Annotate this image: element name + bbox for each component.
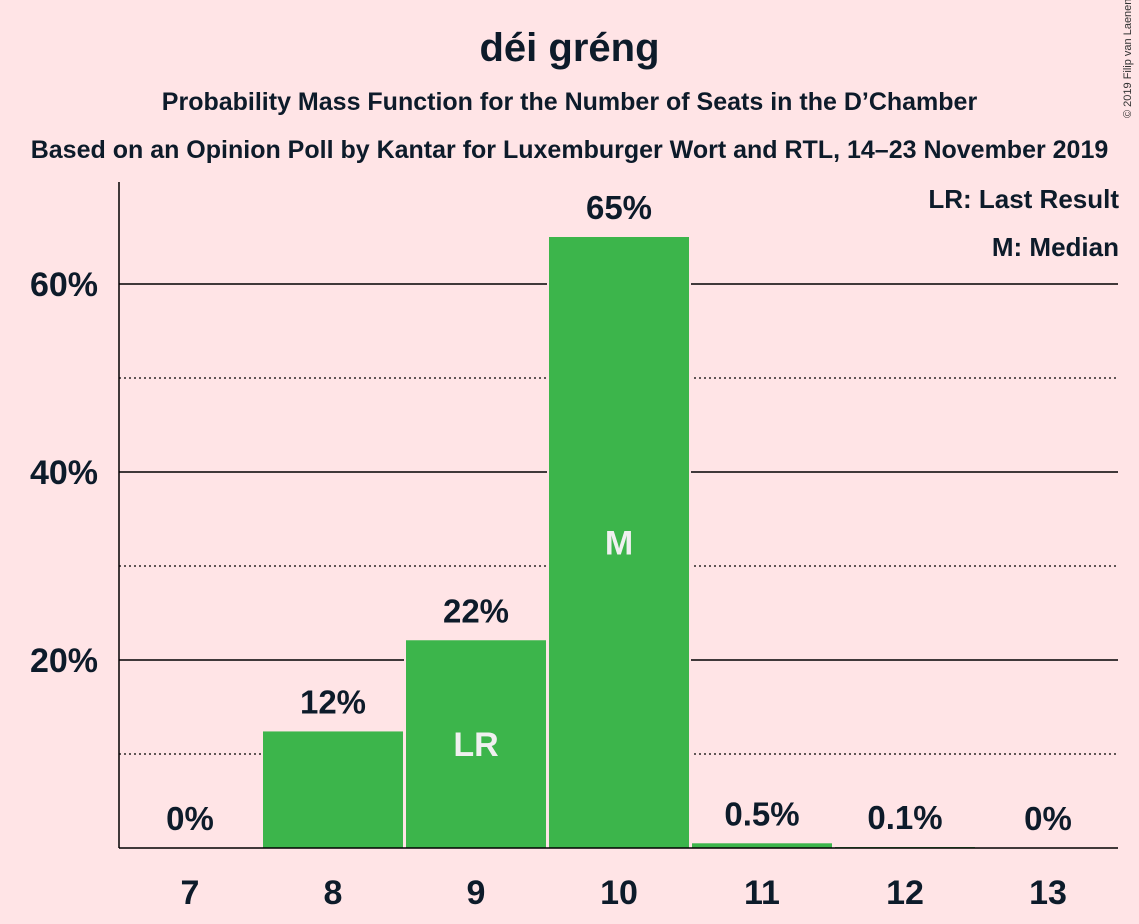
legend-last-result: LR: Last Result: [928, 184, 1119, 214]
data-label: 12%: [300, 683, 366, 720]
bar-gap: [833, 845, 977, 848]
x-tick-label: 10: [600, 874, 638, 912]
x-tick-label: 7: [181, 874, 200, 912]
chart-title: déi gréng: [479, 26, 660, 70]
x-tick-label: 12: [886, 874, 924, 912]
y-tick-label: 60%: [30, 266, 98, 304]
data-label: 65%: [586, 189, 652, 226]
bar-marker-label: LR: [453, 726, 498, 764]
data-label: 0%: [1024, 800, 1072, 837]
chart-source-subtitle: Based on an Opinion Poll by Kantar for L…: [30, 136, 1109, 164]
bar: [263, 731, 403, 848]
data-label: 0.1%: [867, 799, 942, 836]
y-tick-label: 40%: [30, 454, 98, 492]
legend-median: M: Median: [991, 232, 1119, 262]
x-tick-label: 8: [324, 874, 343, 912]
data-label: 0.5%: [724, 795, 799, 832]
x-tick-label: 11: [744, 874, 780, 912]
y-tick-label: 20%: [30, 642, 98, 680]
chart-subtitle: Probability Mass Function for the Number…: [161, 88, 978, 116]
bar: [406, 640, 546, 848]
data-label: 22%: [443, 592, 509, 629]
data-label: 0%: [166, 800, 214, 837]
bar-marker-label: M: [605, 525, 633, 563]
x-tick-label: 13: [1029, 874, 1067, 912]
bar: [549, 237, 689, 848]
x-tick-label: 9: [467, 874, 486, 912]
bar: [692, 843, 832, 848]
